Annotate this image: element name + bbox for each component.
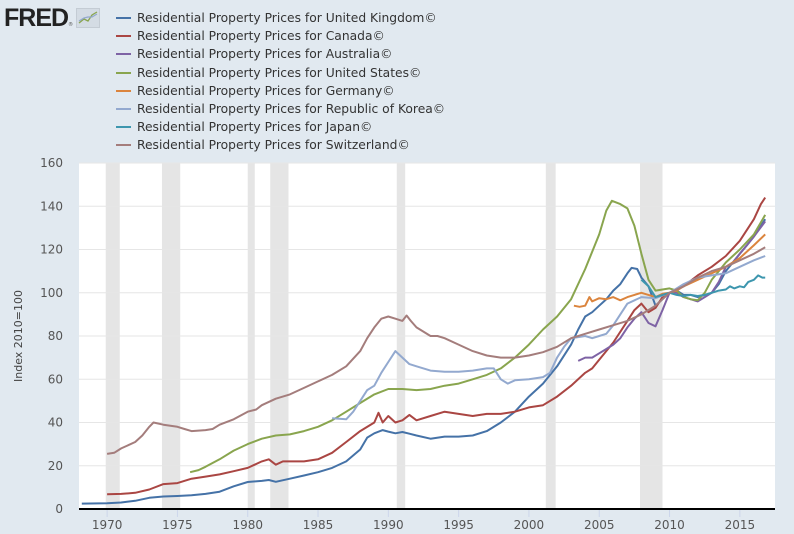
legend-item[interactable]: Residential Property Prices for Japan©	[116, 118, 445, 136]
legend-label: Residential Property Prices for Australi…	[137, 47, 393, 62]
legend-label: Residential Property Prices for Germany©	[137, 83, 395, 98]
fred-logo: FRED ®	[4, 4, 101, 32]
legend-swatch	[116, 71, 131, 74]
chart-icon	[76, 8, 101, 28]
legend-swatch	[116, 89, 131, 92]
legend-item[interactable]: Residential Property Prices for Canada©	[116, 27, 445, 45]
legend-item[interactable]: Residential Property Prices for Republic…	[116, 100, 445, 118]
y-tick-label: 160	[40, 156, 63, 170]
x-tick-label: 2010	[654, 518, 685, 532]
series-line-7	[106, 246, 766, 455]
logo-registered-mark: ®	[68, 22, 74, 28]
legend-item[interactable]: Residential Property Prices for United S…	[116, 64, 445, 82]
legend-item[interactable]: Residential Property Prices for Germany©	[116, 82, 445, 100]
legend-swatch	[116, 108, 131, 111]
logo-text: FRED	[4, 4, 69, 32]
x-tick-label: 1975	[162, 518, 193, 532]
y-axis-title: Index 2010=100	[12, 290, 25, 382]
legend-swatch	[116, 53, 131, 56]
legend-swatch	[116, 35, 131, 38]
chart-legend: Residential Property Prices for United K…	[116, 9, 445, 155]
legend-item[interactable]: Residential Property Prices for Switzerl…	[116, 136, 445, 154]
series-line-4	[573, 233, 766, 308]
y-tick-label: 40	[48, 416, 63, 430]
x-tick-label: 1990	[373, 518, 404, 532]
legend-item[interactable]: Residential Property Prices for United K…	[116, 9, 445, 27]
x-tick-label: 1985	[303, 518, 334, 532]
x-tick-label: 2005	[584, 518, 615, 532]
y-tick-label: 140	[40, 199, 63, 213]
legend-swatch	[116, 126, 131, 129]
series-line-3	[189, 199, 767, 474]
y-tick-label: 120	[40, 243, 63, 257]
legend-swatch	[116, 17, 131, 20]
series-line-6	[640, 274, 766, 299]
legend-label: Residential Property Prices for Japan©	[137, 120, 373, 135]
x-tick-label: 1980	[232, 518, 263, 532]
y-tick-label: 20	[48, 459, 63, 473]
y-tick-label: 60	[48, 372, 63, 386]
x-tick-label: 1970	[92, 518, 123, 532]
x-tick-label: 2015	[725, 518, 756, 532]
y-tick-label: 100	[40, 286, 63, 300]
legend-label: Residential Property Prices for Switzerl…	[137, 138, 410, 153]
legend-label: Residential Property Prices for Canada©	[137, 29, 385, 44]
legend-swatch	[116, 144, 131, 147]
legend-label: Residential Property Prices for United K…	[137, 11, 437, 26]
y-tick-label: 0	[55, 502, 63, 516]
legend-label: Residential Property Prices for Republic…	[137, 102, 446, 117]
x-tick-label: 1995	[443, 518, 474, 532]
y-tick-label: 80	[48, 329, 63, 343]
legend-item[interactable]: Residential Property Prices for Australi…	[116, 45, 445, 63]
x-tick-label: 2000	[514, 518, 545, 532]
legend-label: Residential Property Prices for United S…	[137, 65, 422, 80]
